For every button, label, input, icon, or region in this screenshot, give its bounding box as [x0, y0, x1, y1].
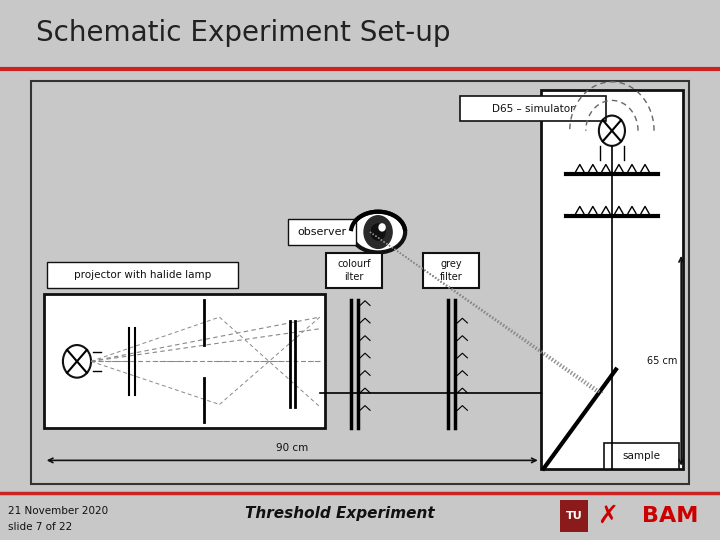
Text: ✗: ✗ — [598, 504, 618, 528]
Circle shape — [364, 216, 392, 248]
Text: projector with halide lamp: projector with halide lamp — [73, 270, 211, 280]
Bar — [47, 262, 238, 288]
Text: 65 cm: 65 cm — [647, 356, 677, 366]
Text: Threshold Experiment: Threshold Experiment — [246, 507, 435, 521]
Text: 90 cm: 90 cm — [276, 443, 308, 454]
Circle shape — [379, 224, 385, 231]
Bar — [560, 500, 588, 532]
Text: 21 November 2020: 21 November 2020 — [8, 506, 108, 516]
Bar — [460, 96, 606, 122]
Bar — [44, 294, 325, 428]
Text: BAM: BAM — [642, 506, 698, 526]
Bar — [288, 219, 356, 245]
Ellipse shape — [351, 212, 405, 252]
Bar — [541, 90, 683, 469]
Bar — [423, 253, 480, 288]
Text: D65 – simulator: D65 – simulator — [492, 104, 575, 113]
Text: slide 7 of 22: slide 7 of 22 — [8, 522, 72, 532]
Text: colourf
ilter: colourf ilter — [337, 259, 371, 282]
Text: Schematic Experiment Set-up: Schematic Experiment Set-up — [36, 19, 451, 47]
Bar — [326, 253, 382, 288]
Text: TU: TU — [566, 511, 582, 521]
Text: grey
filter: grey filter — [440, 259, 463, 282]
Bar — [604, 443, 679, 469]
Circle shape — [371, 224, 385, 240]
Text: observer: observer — [297, 227, 346, 237]
Text: sample: sample — [623, 451, 660, 461]
